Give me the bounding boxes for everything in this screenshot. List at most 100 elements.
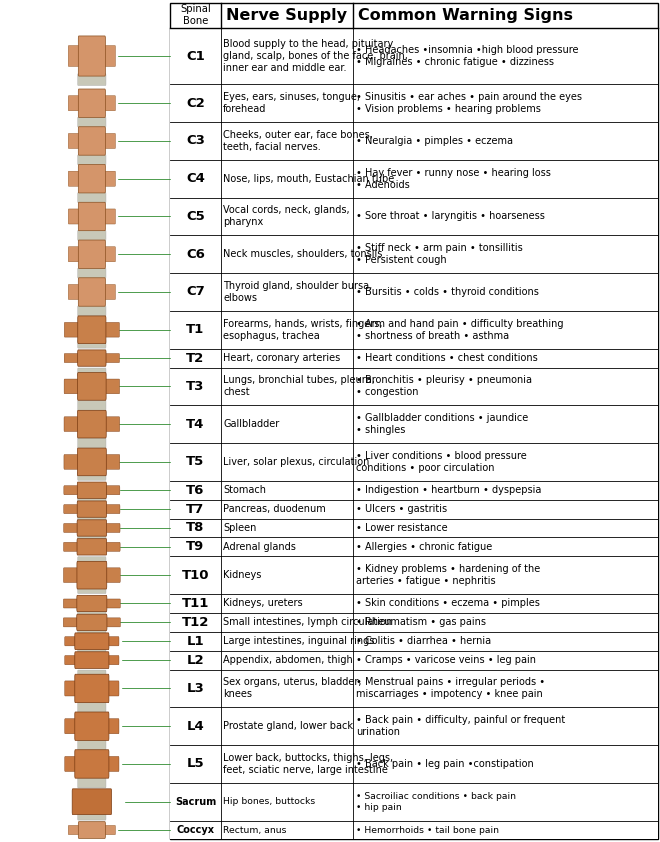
- FancyBboxPatch shape: [78, 231, 106, 241]
- Text: T10: T10: [182, 568, 209, 582]
- Text: • Sore throat • laryngitis • hoarseness: • Sore throat • laryngitis • hoarseness: [356, 211, 544, 221]
- FancyBboxPatch shape: [78, 740, 106, 750]
- Text: T7: T7: [186, 503, 205, 515]
- FancyBboxPatch shape: [64, 504, 78, 514]
- Text: Vocal cords, neck, glands,
pharynx: Vocal cords, neck, glands, pharynx: [223, 205, 350, 227]
- FancyBboxPatch shape: [105, 354, 119, 363]
- Text: • Heart conditions • chest conditions: • Heart conditions • chest conditions: [356, 353, 538, 363]
- FancyBboxPatch shape: [78, 472, 106, 480]
- FancyBboxPatch shape: [68, 133, 79, 148]
- FancyBboxPatch shape: [104, 825, 116, 834]
- Text: Lower back, buttocks, thighs, legs,
feet, sciatic nerve, large intestine: Lower back, buttocks, thighs, legs, feet…: [223, 753, 393, 775]
- Text: Forearms, hands, wrists, fingers,
esophagus, trachea: Forearms, hands, wrists, fingers, esopha…: [223, 319, 383, 341]
- FancyBboxPatch shape: [65, 681, 76, 696]
- FancyBboxPatch shape: [108, 681, 119, 696]
- Text: Cheeks, outer ear, face bones,
teeth, facial nerves.: Cheeks, outer ear, face bones, teeth, fa…: [223, 130, 373, 152]
- FancyBboxPatch shape: [78, 117, 106, 127]
- Bar: [170, 3, 658, 839]
- Bar: [170, 783, 658, 821]
- FancyBboxPatch shape: [77, 614, 107, 631]
- Text: • Sinusitis • ear aches • pain around the eyes
• Vision problems • hearing probl: • Sinusitis • ear aches • pain around th…: [356, 93, 582, 115]
- FancyBboxPatch shape: [78, 585, 106, 594]
- FancyBboxPatch shape: [106, 455, 119, 469]
- Text: L2: L2: [187, 653, 204, 667]
- Bar: [170, 499, 658, 519]
- FancyBboxPatch shape: [75, 674, 109, 703]
- FancyBboxPatch shape: [77, 448, 106, 476]
- Text: T3: T3: [186, 380, 205, 393]
- Text: L3: L3: [187, 682, 205, 695]
- Text: Coccyx: Coccyx: [176, 825, 214, 835]
- Text: Prostate gland, lower back: Prostate gland, lower back: [223, 722, 353, 731]
- FancyBboxPatch shape: [106, 542, 120, 552]
- Text: C6: C6: [186, 248, 205, 261]
- FancyBboxPatch shape: [64, 486, 78, 495]
- FancyBboxPatch shape: [79, 240, 106, 269]
- Text: • Cramps • varicose veins • leg pain: • Cramps • varicose veins • leg pain: [356, 655, 536, 665]
- FancyBboxPatch shape: [63, 524, 78, 532]
- Text: Small intestines, lymph circulation: Small intestines, lymph circulation: [223, 617, 392, 627]
- Bar: [170, 669, 658, 707]
- FancyBboxPatch shape: [78, 193, 106, 203]
- Text: Thyroid gland, shoulder bursa,
elbows: Thyroid gland, shoulder bursa, elbows: [223, 281, 372, 303]
- Text: • Arm and hand pain • difficulty breathing
• shortness of breath • asthma: • Arm and hand pain • difficulty breathi…: [356, 319, 564, 341]
- Text: • Kidney problems • hardening of the
arteries • fatigue • nephritis: • Kidney problems • hardening of the art…: [356, 564, 540, 586]
- FancyBboxPatch shape: [68, 247, 79, 262]
- Text: T12: T12: [182, 616, 209, 629]
- FancyBboxPatch shape: [78, 496, 106, 503]
- Bar: [170, 613, 658, 632]
- Text: Liver, solar plexus, circulation: Liver, solar plexus, circulation: [223, 457, 370, 467]
- Text: • Ulcers • gastritis: • Ulcers • gastritis: [356, 504, 447, 514]
- Text: • Skin conditions • eczema • pimples: • Skin conditions • eczema • pimples: [356, 599, 540, 609]
- Text: • Lower resistance: • Lower resistance: [356, 523, 447, 533]
- Text: L4: L4: [187, 720, 205, 733]
- FancyBboxPatch shape: [78, 400, 106, 410]
- FancyBboxPatch shape: [106, 618, 120, 627]
- FancyBboxPatch shape: [104, 171, 116, 186]
- FancyBboxPatch shape: [68, 45, 79, 67]
- Bar: [170, 84, 658, 122]
- Bar: [170, 557, 658, 594]
- Bar: [170, 519, 658, 537]
- FancyBboxPatch shape: [79, 202, 106, 231]
- FancyBboxPatch shape: [78, 610, 106, 616]
- FancyBboxPatch shape: [65, 637, 76, 646]
- Text: Neck muscles, shoulders, tonsils: Neck muscles, shoulders, tonsils: [223, 249, 383, 259]
- FancyBboxPatch shape: [106, 504, 120, 514]
- FancyBboxPatch shape: [78, 316, 106, 344]
- FancyBboxPatch shape: [79, 822, 106, 839]
- Text: C4: C4: [186, 173, 205, 185]
- FancyBboxPatch shape: [63, 542, 78, 552]
- Text: • Colitis • diarrhea • hernia: • Colitis • diarrhea • hernia: [356, 637, 491, 647]
- FancyBboxPatch shape: [75, 749, 109, 778]
- Text: • Allergies • chronic fatigue: • Allergies • chronic fatigue: [356, 542, 492, 552]
- FancyBboxPatch shape: [75, 633, 109, 650]
- Text: • Stiff neck • arm pain • tonsillitis
• Persistent cough: • Stiff neck • arm pain • tonsillitis • …: [356, 243, 523, 265]
- Text: T8: T8: [186, 521, 205, 535]
- Text: Sacrum: Sacrum: [175, 797, 216, 807]
- FancyBboxPatch shape: [104, 247, 116, 262]
- Text: • Headaches •insomnia •high blood pressure
• Migraines • chronic fatigue • dizzi: • Headaches •insomnia •high blood pressu…: [356, 45, 578, 67]
- Bar: [170, 745, 658, 783]
- FancyBboxPatch shape: [78, 647, 106, 654]
- Bar: [170, 443, 658, 481]
- Text: Kidneys, ureters: Kidneys, ureters: [223, 599, 303, 609]
- FancyBboxPatch shape: [78, 670, 106, 679]
- FancyBboxPatch shape: [79, 36, 106, 76]
- Text: • Gallbladder conditions • jaundice
• shingles: • Gallbladder conditions • jaundice • sh…: [356, 413, 528, 435]
- FancyBboxPatch shape: [68, 171, 79, 186]
- Text: Kidneys: Kidneys: [223, 570, 261, 580]
- Bar: [170, 273, 658, 311]
- FancyBboxPatch shape: [106, 486, 120, 495]
- FancyBboxPatch shape: [77, 410, 106, 438]
- Text: C1: C1: [186, 50, 205, 62]
- FancyBboxPatch shape: [104, 285, 116, 300]
- Bar: [170, 311, 658, 349]
- FancyBboxPatch shape: [78, 557, 106, 565]
- FancyBboxPatch shape: [65, 656, 76, 664]
- Text: Sex organs, uterus, bladder,
knees: Sex organs, uterus, bladder, knees: [223, 678, 362, 700]
- FancyBboxPatch shape: [79, 278, 106, 306]
- Text: Stomach: Stomach: [223, 485, 266, 495]
- Text: T1: T1: [186, 323, 205, 336]
- FancyBboxPatch shape: [108, 719, 119, 733]
